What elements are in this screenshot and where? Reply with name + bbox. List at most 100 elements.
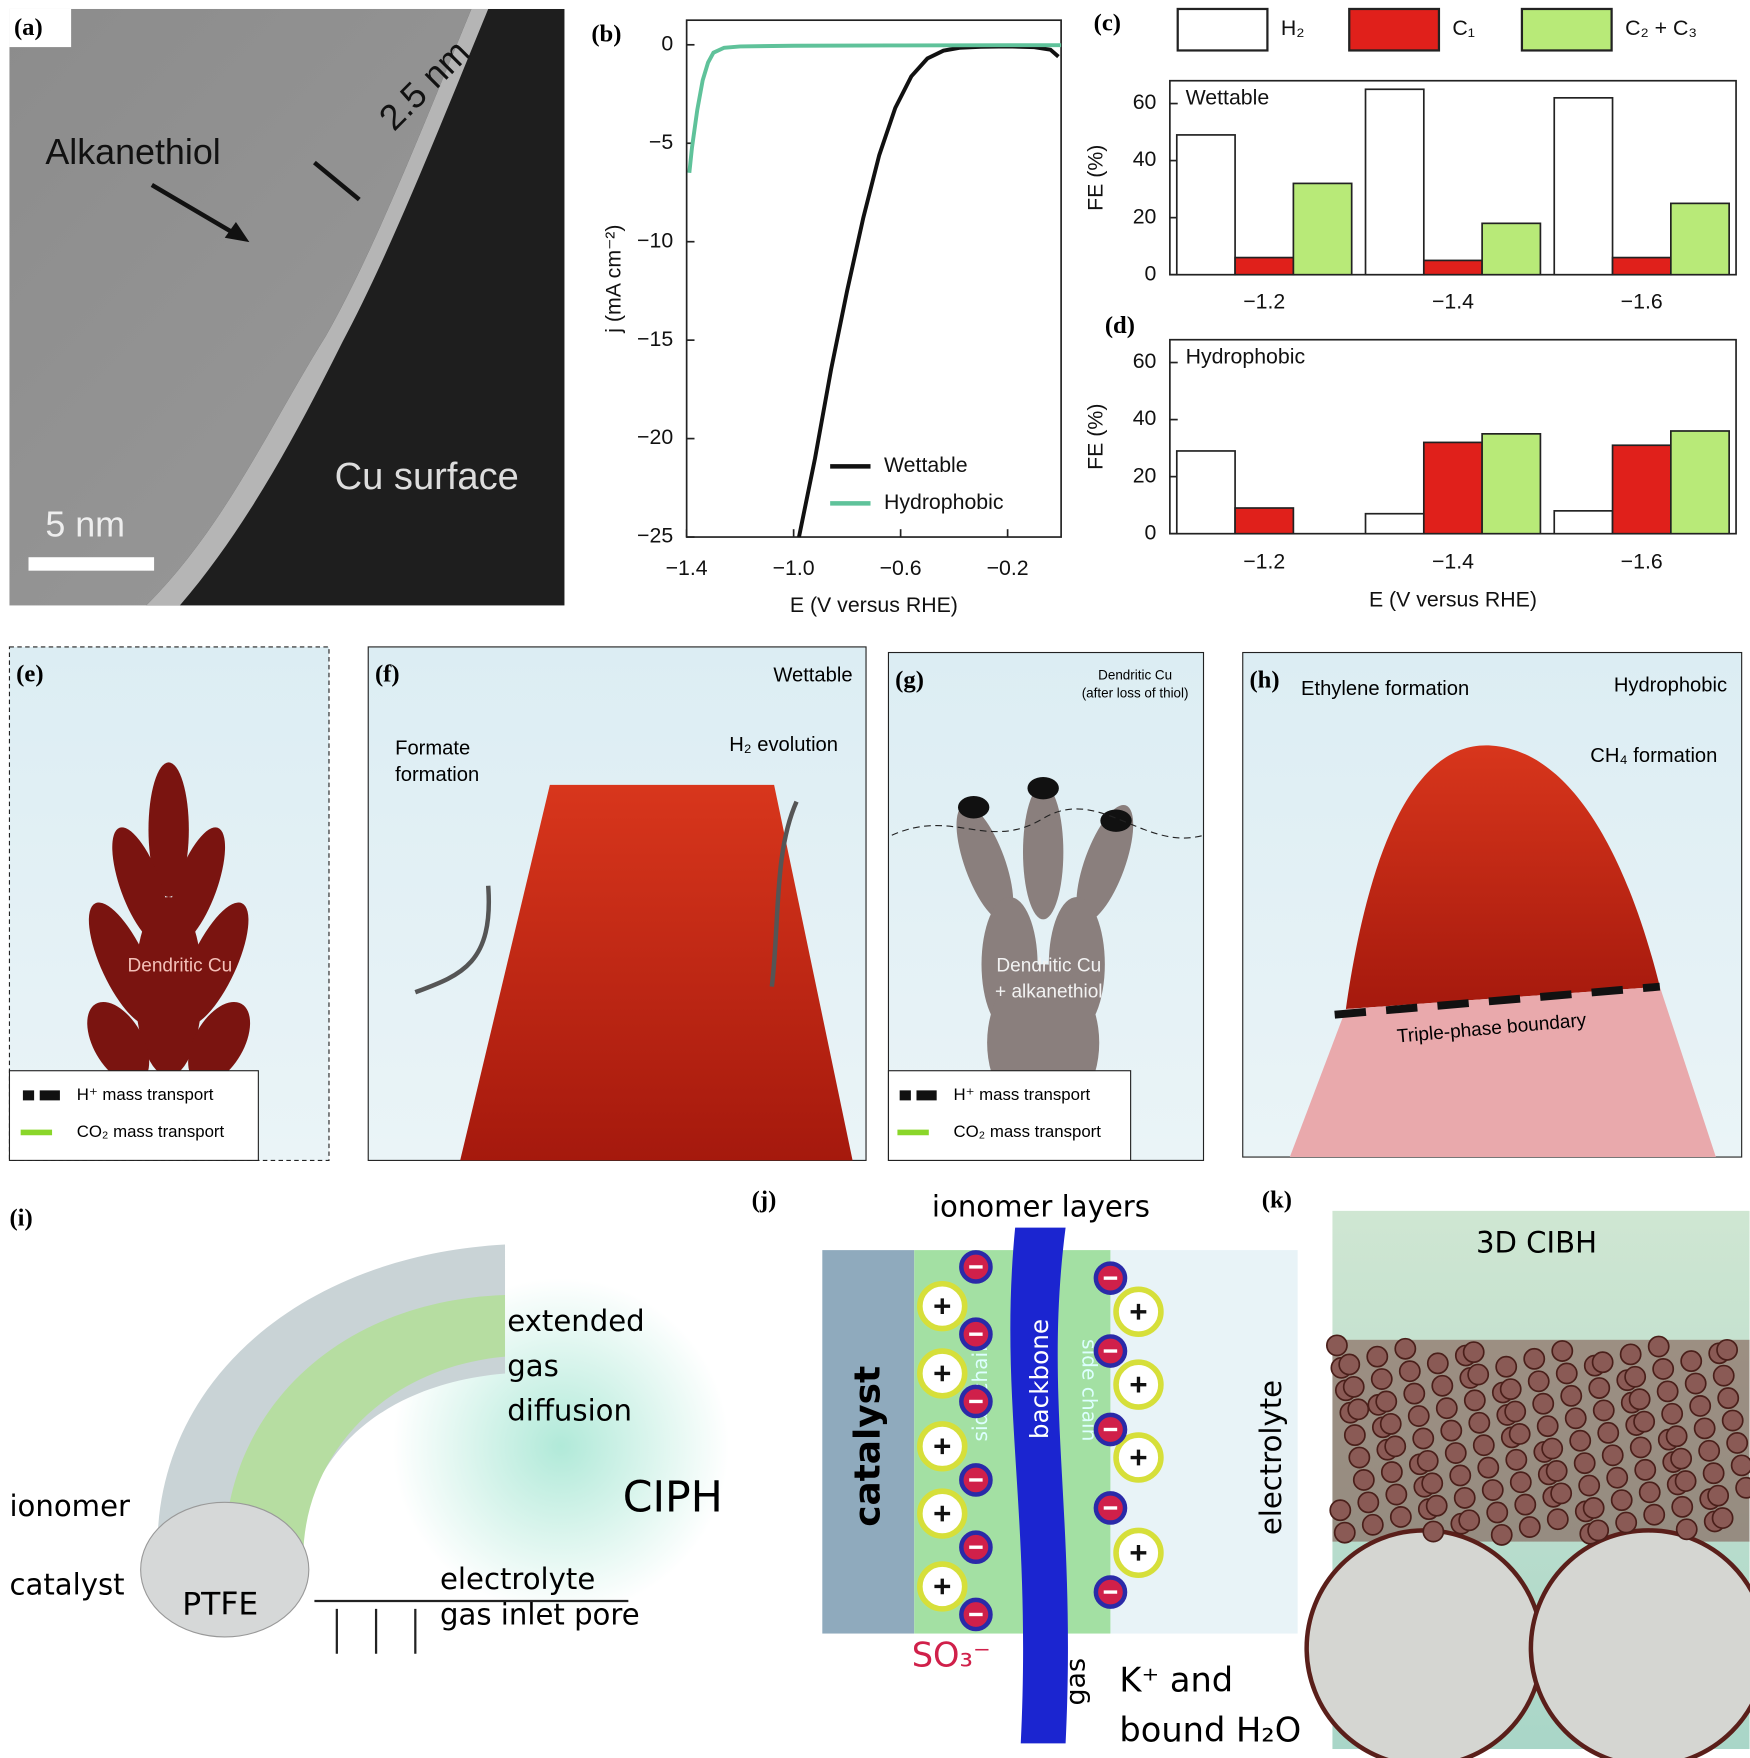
annotation: + alkanethiol [995,981,1102,1002]
annotation: diffusion [507,1394,632,1428]
particle [1601,1444,1624,1467]
fiber [1528,1528,1750,1758]
arrow-head [224,221,250,243]
particle [1357,1491,1380,1514]
particle [1569,1429,1592,1452]
annotation: ionomer [9,1489,130,1523]
scale-label: 5 nm [45,504,125,544]
legend-box [887,1070,1132,1161]
particle [1348,1446,1371,1469]
annotation: backbone [1025,1319,1054,1439]
particle [1550,1482,1573,1505]
annotation: catalyst [9,1567,124,1601]
particle [1716,1338,1739,1361]
bar [1175,134,1236,276]
particle [1536,1415,1559,1438]
particle [1412,1427,1435,1450]
particle [1508,1423,1531,1445]
particle [1449,1464,1472,1487]
annotation: Alkanethiol [45,132,220,172]
y-tick-label: 0 [1145,520,1157,544]
x-tick-label: −1.6 [1621,289,1663,313]
decoration [956,804,1014,922]
x-axis-label: E (V versus RHE) [790,593,958,617]
panel-label: (j) [752,1187,777,1214]
annotation: bound H₂O [1119,1711,1301,1750]
particle [1711,1507,1734,1530]
particle [1629,1436,1652,1459]
particle [1347,1398,1370,1421]
particle [1555,1362,1578,1385]
particle [1674,1470,1697,1493]
particle [1422,1520,1445,1543]
annotation: gas [1060,1658,1091,1706]
y-tick-label: 20 [1133,463,1157,487]
particle [1606,1466,1629,1489]
particle [1325,1334,1348,1357]
particle [1665,1425,1688,1448]
particle [1702,1462,1725,1485]
particle [1587,1519,1610,1542]
particle [1490,1523,1513,1546]
bar [1234,507,1295,535]
bar [1553,510,1614,535]
particle [1338,1353,1361,1376]
x-tick-label: −1.4 [1432,549,1474,573]
plus [1130,1449,1147,1466]
particle [1375,1390,1398,1413]
annotation: CH₄ formation [1590,745,1717,767]
decoration [1027,776,1059,800]
particle [1416,1449,1439,1472]
decoration [1076,804,1134,922]
particle [1578,1474,1601,1497]
data-line [687,43,1062,173]
particle [1329,1499,1352,1522]
annotation: K⁺ and [1119,1660,1233,1699]
x-tick-label: −0.2 [987,556,1029,580]
bar [1422,259,1483,276]
boundary [1334,982,1661,1019]
annotation: electrolyte [1254,1380,1288,1535]
particle [1647,1335,1670,1358]
bar [1553,96,1614,276]
particle [1638,1481,1661,1504]
legend-entry: CO₂ mass transport [77,1122,225,1141]
plus [934,1505,951,1522]
decoration [135,896,203,1077]
bar [1481,222,1542,276]
y-tick-label: 60 [1133,349,1157,373]
scale-bar [28,557,155,571]
particle [1588,1377,1611,1399]
particle [1472,1434,1495,1457]
plus [1130,1303,1147,1320]
particle [1693,1417,1716,1440]
legend-entry: Wettable [884,453,968,477]
particle [1735,1476,1750,1499]
annotation: CIPH [623,1473,723,1523]
legend-entry: H⁺ mass transport [953,1085,1090,1104]
particle [1385,1483,1408,1506]
particle [1403,1382,1426,1405]
particle [1343,1424,1366,1447]
decoration [87,1001,150,1084]
ions [917,1250,1164,1632]
particle [1421,1472,1444,1495]
annotation: Hydrophobic [1186,344,1306,368]
particle [1458,1509,1481,1532]
legend-key [1348,7,1441,52]
particle [1495,1355,1518,1378]
particle [1726,1432,1749,1454]
particle [1505,1448,1528,1471]
annotation: catalyst [847,1366,888,1527]
y-axis-label: FE (%) [1084,145,1108,211]
label-bg [9,8,72,48]
legend-entry: C₂ + C₃ [1625,16,1697,40]
y-tick-label: 40 [1133,406,1157,430]
particle [1477,1456,1500,1479]
bar [1481,433,1542,535]
particle [1619,1343,1642,1366]
thiol-layer [146,8,489,606]
plot-frame [1169,79,1737,276]
annotation: extended [507,1304,644,1338]
particle [1518,1516,1541,1538]
